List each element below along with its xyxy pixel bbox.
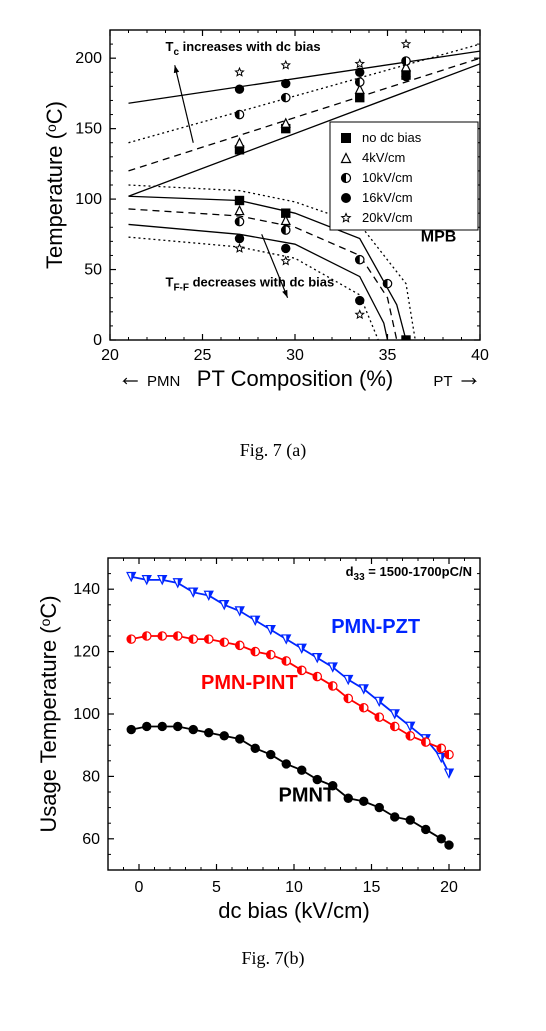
svg-text:PMNT: PMNT [279,784,336,806]
svg-text:TF-F decreases with dc bias: TF-F decreases with dc bias [166,274,335,293]
svg-text:16kV/cm: 16kV/cm [362,190,413,205]
svg-text:PT Composition (%): PT Composition (%) [197,366,393,391]
svg-text:50: 50 [84,262,102,279]
svg-text:PMN-PINT: PMN-PINT [201,672,298,694]
svg-text:Tc increases with dc bias: Tc increases with dc bias [166,39,321,58]
fig7a-caption: Fig. 7 (a) [0,440,546,461]
svg-text:20: 20 [101,347,119,364]
svg-text:80: 80 [82,768,100,785]
svg-text:40: 40 [471,347,489,364]
svg-text:20: 20 [440,879,458,896]
svg-text:4kV/cm: 4kV/cm [362,150,405,165]
svg-text:0: 0 [135,879,144,896]
svg-text:30: 30 [286,347,304,364]
svg-text:15: 15 [363,879,381,896]
svg-text:PMN: PMN [147,373,180,390]
svg-text:200: 200 [75,50,102,67]
svg-text:20kV/cm: 20kV/cm [362,210,413,225]
svg-text:Usage Temperature (oC): Usage Temperature (oC) [36,595,61,832]
svg-text:Temperature (oC): Temperature (oC) [42,101,67,269]
svg-text:150: 150 [75,121,102,138]
svg-text:d33 = 1500-1700pC/N: d33 = 1500-1700pC/N [346,564,472,583]
svg-text:120: 120 [73,644,100,661]
svg-text:140: 140 [73,581,100,598]
fig7b-caption: Fig. 7(b) [0,948,546,969]
svg-text:5: 5 [212,879,221,896]
svg-text:100: 100 [75,191,102,208]
svg-text:no dc bias: no dc bias [362,130,422,145]
svg-text:0: 0 [93,332,102,349]
svg-text:25: 25 [194,347,212,364]
svg-text:35: 35 [379,347,397,364]
svg-text:100: 100 [73,706,100,723]
svg-text:PMN-PZT: PMN-PZT [331,616,420,638]
fig7a-chart: 20 25 30 35 40 0 50 100 150 200 PT Composition (%)… [0,0,546,400]
fig7b-chart: 0 5 10 15 20 60 80 100 120 140 dc bias (kV/cm) Usag… [0,516,546,936]
svg-text:10kV/cm: 10kV/cm [362,170,413,185]
svg-text:PT: PT [433,373,452,390]
svg-text:dc bias (kV/cm): dc bias (kV/cm) [218,898,370,923]
svg-text:10: 10 [285,879,303,896]
svg-text:60: 60 [82,831,100,848]
svg-text:MPB: MPB [421,228,457,245]
